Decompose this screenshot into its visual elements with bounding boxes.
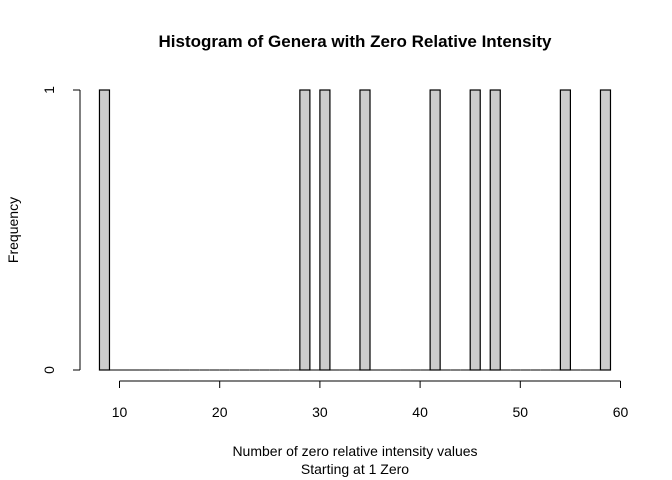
- x-axis-label: Number of zero relative intensity values: [232, 443, 477, 459]
- histogram-bar: [359, 89, 371, 371]
- y-axis: 01: [41, 86, 81, 374]
- y-tick-label: 1: [41, 86, 57, 94]
- bars-group: [98, 89, 612, 371]
- y-tick-label: 0: [41, 366, 57, 374]
- x-tick-label: 40: [412, 404, 428, 420]
- x-tick-label: 20: [212, 404, 228, 420]
- y-axis-label: Frequency: [5, 197, 21, 263]
- histogram-bar: [559, 89, 572, 371]
- histogram-bar: [319, 89, 331, 371]
- x-axis: 10 20 30 40 50 60: [112, 380, 629, 420]
- x-tick-label: 60: [613, 404, 629, 420]
- x-tick-label: 50: [513, 404, 529, 420]
- x-tick-label: 10: [112, 404, 128, 420]
- x-axis-sublabel: Starting at 1 Zero: [301, 461, 409, 477]
- histogram-bar: [299, 89, 311, 371]
- histogram-bar: [469, 89, 481, 371]
- histogram-bar: [599, 89, 612, 371]
- histogram-bar: [429, 89, 441, 371]
- histogram-bar: [98, 89, 111, 371]
- chart-title: Histogram of Genera with Zero Relative I…: [159, 32, 553, 51]
- x-tick-label: 30: [312, 404, 328, 420]
- histogram-bar: [489, 89, 501, 371]
